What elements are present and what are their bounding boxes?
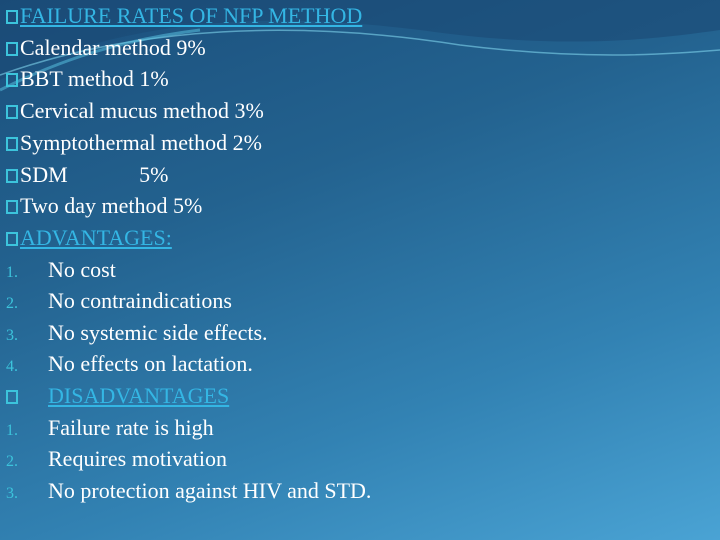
square-bullet-icon [6,390,18,404]
list-item: SDM 5% [6,159,169,191]
heading-disadvantages: DISADVANTAGES [6,380,229,412]
disadvantage-text: Requires motivation [48,446,228,471]
item-number: 1. [6,264,18,281]
list-item: 2. No contraindications [6,285,232,317]
item-number: 3. [6,485,18,502]
failure-rate-text: Symptothermal method 2% [20,130,262,155]
failure-rate-text: Two day method 5% [20,193,203,218]
failure-rate-text: Calendar method 9% [20,35,206,60]
failure-rate-text: Cervical mucus method 3% [20,98,264,123]
heading-disadvantages-link[interactable]: DISADVANTAGES [48,383,230,408]
square-bullet-icon [6,105,18,119]
square-bullet-icon [6,137,18,151]
heading-advantages: ADVANTAGES: [6,222,172,254]
list-item: 4. No effects on lactation. [6,348,253,380]
advantage-text: No systemic side effects. [48,320,268,345]
square-bullet-icon [6,42,18,56]
item-number: 3. [6,327,18,344]
list-item: 2. Requires motivation [6,443,227,475]
item-number: 4. [6,358,18,375]
square-bullet-icon [6,232,18,246]
disadvantage-text: No protection against HIV and STD. [48,478,372,503]
heading-failure-rates: FAILURE RATES OF NFP METHOD [6,0,362,32]
disadvantage-text: Failure rate is high [48,415,214,440]
item-number: 1. [6,422,18,439]
list-item: 1. No cost [6,254,116,286]
list-item: Calendar method 9% [6,32,206,64]
square-bullet-icon [6,73,18,87]
item-number: 2. [6,295,18,312]
advantage-text: No cost [48,257,116,282]
heading-failure-link[interactable]: FAILURE RATES OF NFP METHOD [20,3,363,28]
list-item: Symptothermal method 2% [6,127,262,159]
square-bullet-icon [6,10,18,24]
list-item: 3. No systemic side effects. [6,317,268,349]
list-item: Cervical mucus method 3% [6,95,264,127]
list-item: Two day method 5% [6,190,202,222]
list-item: 1. Failure rate is high [6,412,214,444]
square-bullet-icon [6,200,18,214]
failure-rate-text: SDM 5% [20,162,169,187]
heading-advantages-link[interactable]: ADVANTAGES: [20,225,172,250]
list-item: 3. No protection against HIV and STD. [6,475,371,507]
failure-rate-text: BBT method 1% [20,66,169,91]
item-number: 2. [6,453,18,470]
list-item: BBT method 1% [6,63,169,95]
advantage-text: No contraindications [48,288,232,313]
advantage-text: No effects on lactation. [48,351,253,376]
square-bullet-icon [6,169,18,183]
background-swoosh [0,0,720,92]
